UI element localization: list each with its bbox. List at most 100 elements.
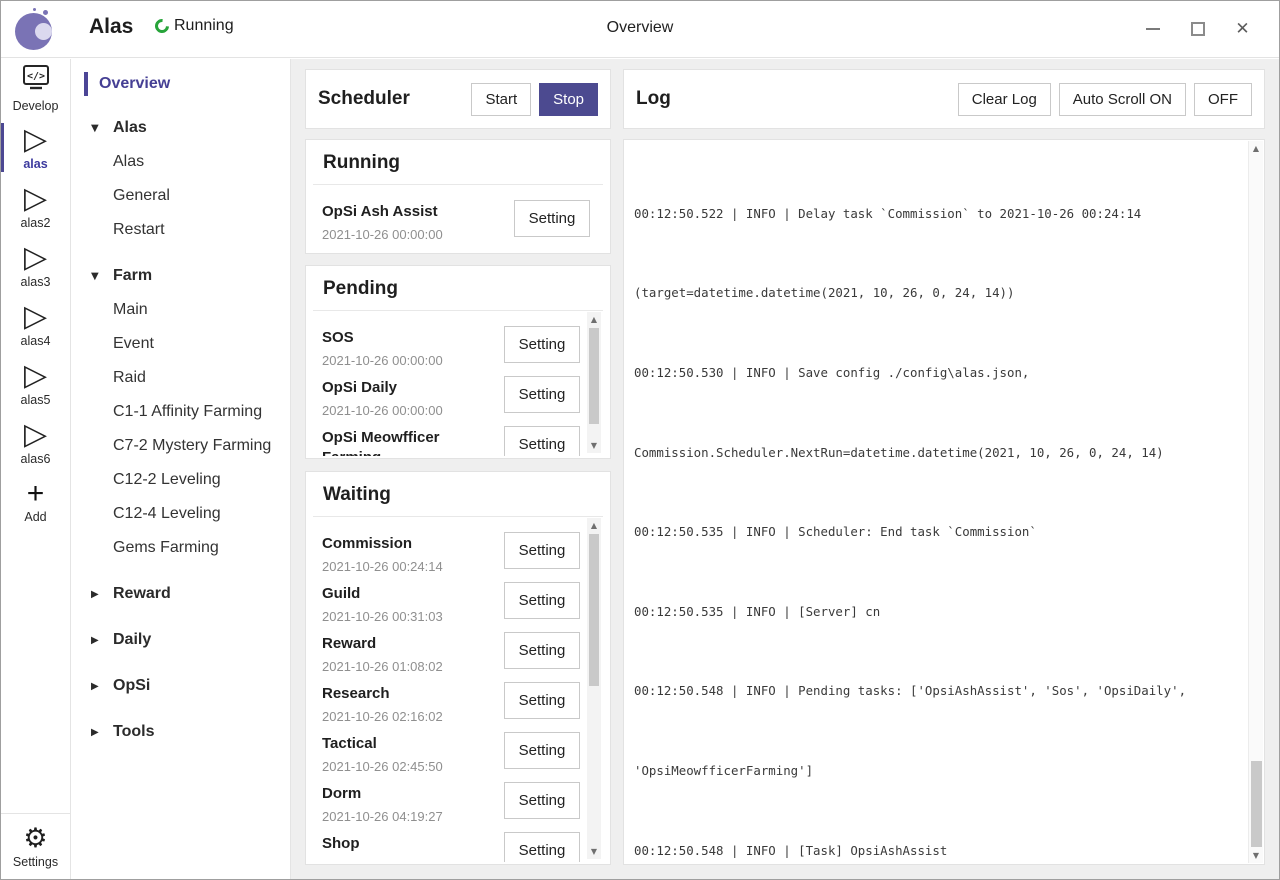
task-name: Reward	[322, 635, 377, 652]
nav-entry[interactable]: Raid	[71, 361, 290, 395]
pending-task-list: SOS 2021-10-26 00:00:00 Setting OpSi Dai…	[322, 322, 580, 456]
nav-tree: ▼ Alas Alas General Restart	[71, 111, 290, 749]
sidebar-item-label: Add	[24, 509, 47, 524]
log-scrollbar[interactable]: ▲ ▼	[1248, 141, 1263, 863]
task-setting-button[interactable]: Setting	[504, 326, 580, 363]
status-label: Running	[174, 17, 234, 34]
pending-scrollbar[interactable]: ▲ ▼	[587, 312, 601, 453]
task-setting-button[interactable]: Setting	[514, 200, 590, 237]
tree-arrow-icon: ▶	[91, 634, 99, 646]
autoscroll-on-button[interactable]: Auto Scroll ON	[1058, 82, 1186, 116]
nav-entry[interactable]: General	[71, 179, 290, 213]
stop-button[interactable]: Stop	[539, 82, 598, 116]
sidebar-item-profile[interactable]: ▷ alas4	[1, 295, 70, 354]
sidebar-item-profile[interactable]: ▷ alas	[1, 118, 70, 177]
nav-entry[interactable]: ▶ Daily	[71, 623, 290, 657]
nav-entry[interactable]: ▼ Alas	[71, 111, 290, 145]
nav-entry-label: Raid	[113, 369, 146, 386]
scrollbar-thumb[interactable]	[589, 328, 599, 424]
add-profile-button[interactable]: + Add	[1, 472, 70, 531]
sidebar-item-profile[interactable]: ▷ alas3	[1, 236, 70, 295]
task-row: OpSi Ash Assist 2021-10-26 00:00:00 Sett…	[322, 196, 590, 246]
task-time: 2021-10-26 00:00:00	[322, 353, 443, 368]
task-row: Tactical 2021-10-26 02:45:50 Setting	[322, 728, 580, 778]
task-setting-button[interactable]: Setting	[504, 376, 580, 413]
sidebar-item-profile[interactable]: ▷ alas2	[1, 177, 70, 236]
scroll-down-icon[interactable]: ▼	[590, 441, 598, 450]
nav-entry[interactable]: ▶ Tools	[71, 715, 290, 749]
play-icon: ▷	[23, 180, 48, 216]
nav-entry[interactable]: ▼ Farm	[71, 259, 290, 293]
scheduler-panel: Scheduler Start Stop	[305, 69, 611, 129]
sidebar-item-label: Develop	[12, 99, 59, 113]
nav-entry[interactable]: C1-1 Affinity Farming	[71, 395, 290, 429]
task-setting-button[interactable]: Setting	[504, 532, 580, 569]
nav-entry[interactable]: Main	[71, 293, 290, 327]
running-title: Running	[313, 140, 603, 185]
sidebar-item-profile[interactable]: ▷ alas6	[1, 413, 70, 472]
task-name: OpSi Meowfficer Farming	[322, 429, 440, 456]
nav-item-overview[interactable]: Overview	[71, 69, 290, 99]
scroll-down-icon[interactable]: ▼	[590, 847, 598, 856]
scroll-up-icon[interactable]: ▲	[1252, 144, 1260, 153]
start-button[interactable]: Start	[471, 82, 532, 116]
log-line: Commission.Scheduler.NextRun=datetime.da…	[634, 444, 1164, 460]
task-name: Tactical	[322, 735, 377, 752]
task-time: 2021-10-26 02:45:50	[322, 759, 443, 774]
task-setting-button[interactable]: Setting	[504, 732, 580, 769]
nav-entry[interactable]: Event	[71, 327, 290, 361]
nav-entry-label: OpSi	[113, 677, 151, 694]
scroll-up-icon[interactable]: ▲	[590, 315, 598, 324]
nav-entry[interactable]: C12-4 Leveling	[71, 497, 290, 531]
clear-log-button[interactable]: Clear Log	[957, 82, 1051, 116]
task-time: 2021-10-26 00:00:00	[322, 403, 443, 418]
maximize-button[interactable]	[1175, 1, 1220, 57]
settings-button[interactable]: ⚙ Settings	[1, 813, 70, 879]
nav-entry-label: Main	[113, 301, 148, 318]
nav-entry[interactable]: Restart	[71, 213, 290, 247]
scroll-up-icon[interactable]: ▲	[590, 521, 598, 530]
window-controls: ✕	[1130, 1, 1265, 57]
pending-title: Pending	[313, 266, 603, 311]
log-line: 00:12:50.530 | INFO | Save config ./conf…	[634, 364, 1030, 380]
scroll-down-icon[interactable]: ▼	[1252, 851, 1260, 860]
nav-entry-label: Gems Farming	[113, 539, 219, 556]
task-setting-button[interactable]: Setting	[504, 782, 580, 819]
log-line: 00:12:50.535 | INFO | [Server] cn	[634, 603, 881, 619]
autoscroll-off-button[interactable]: OFF	[1194, 82, 1252, 116]
task-setting-button[interactable]: Setting	[504, 832, 580, 862]
sidebar-item-label: alas	[23, 156, 48, 171]
task-name: Guild	[322, 585, 361, 602]
task-setting-button[interactable]: Setting	[504, 426, 580, 456]
nav-entry-label: C12-2 Leveling	[113, 471, 221, 488]
task-setting-button[interactable]: Setting	[504, 682, 580, 719]
task-setting-button[interactable]: Setting	[504, 632, 580, 669]
sidebar-item-profile[interactable]: ▷ alas5	[1, 354, 70, 413]
profile-list: ▷ alas ▷ alas2 ▷ alas3 ▷ alas4	[1, 118, 70, 472]
scrollbar-thumb[interactable]	[1251, 761, 1262, 847]
nav-entry[interactable]: ▶ OpSi	[71, 669, 290, 703]
minimize-button[interactable]	[1130, 1, 1175, 57]
task-setting-button[interactable]: Setting	[504, 582, 580, 619]
scrollbar-thumb[interactable]	[589, 534, 599, 686]
log-line: 00:12:50.548 | INFO | Pending tasks: ['O…	[634, 683, 1187, 699]
waiting-scrollbar[interactable]: ▲ ▼	[587, 518, 601, 859]
waiting-title: Waiting	[313, 472, 603, 517]
nav-entry-label: Alas	[113, 119, 147, 136]
log-line: 00:12:50.548 | INFO | [Task] OpsiAshAssi…	[634, 842, 948, 858]
sidebar-item-label: alas2	[20, 215, 51, 230]
sidebar-item-develop[interactable]: </> Develop	[1, 59, 70, 118]
nav-entry[interactable]: C7-2 Mystery Farming	[71, 429, 290, 463]
running-task-list: OpSi Ash Assist 2021-10-26 00:00:00 Sett…	[322, 196, 590, 251]
nav-entry[interactable]: Alas	[71, 145, 290, 179]
nav-entry-label: C7-2 Mystery Farming	[113, 437, 272, 454]
task-time: 2021-10-26 04:19:27	[322, 809, 443, 824]
task-name: Shop	[322, 835, 360, 852]
close-button[interactable]: ✕	[1235, 19, 1250, 38]
nav-entry[interactable]: ▶ Reward	[71, 577, 290, 611]
nav-entry[interactable]: Gems Farming	[71, 531, 290, 565]
nav-entry[interactable]: C12-2 Leveling	[71, 463, 290, 497]
title-bar: Alas Running Overview ✕	[1, 1, 1279, 58]
sidebar-item-label: alas3	[20, 274, 51, 289]
nav-entry-label: General	[113, 187, 170, 204]
